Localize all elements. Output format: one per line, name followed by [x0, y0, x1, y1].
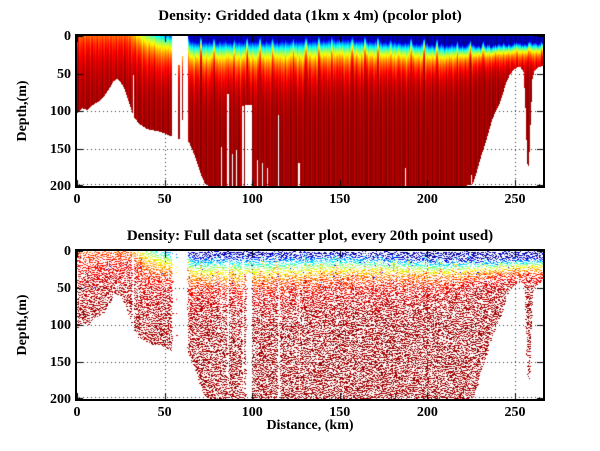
y-tick-label: 50 [57, 66, 71, 82]
x-tick-label: 250 [504, 405, 526, 420]
x-tick-label: 100 [241, 192, 263, 207]
x-tick-label: 50 [157, 405, 172, 420]
y-tick-label: 0 [64, 244, 71, 259]
x-tick-label: 200 [416, 192, 438, 207]
y-tick-label: 200 [50, 392, 71, 407]
y-tick-label: 50 [57, 281, 71, 296]
x-axis-label: Distance, (km) [266, 418, 354, 433]
y-tick-label: 100 [50, 104, 71, 119]
scatter-axes [75, 249, 545, 401]
y-tick-label: 100 [50, 318, 71, 333]
y-tick-label: 200 [50, 179, 71, 194]
y-tick-label: 150 [50, 355, 71, 370]
x-tick-label: 250 [504, 192, 526, 207]
x-tick-label: 0 [73, 405, 81, 420]
x-tick-label: 200 [416, 405, 438, 420]
x-tick-label: 100 [241, 405, 263, 420]
y-tick-label: 0 [64, 29, 71, 44]
pcolor-plot-title: Density: Gridded data (1km x 4m) (pcolor… [158, 8, 462, 24]
x-tick-label: 150 [329, 192, 351, 207]
scatter-plot-canvas [77, 251, 543, 399]
x-tick-label: 0 [73, 192, 81, 207]
y-tick-label: 150 [50, 141, 71, 157]
pcolor-axes [75, 34, 545, 188]
scatter-plot-title: Density: Full data set (scatter plot, ev… [126, 228, 494, 244]
pcolor-plot-canvas [77, 36, 543, 186]
x-tick-label: 50 [157, 192, 172, 207]
x-tick-label: 150 [329, 405, 351, 420]
